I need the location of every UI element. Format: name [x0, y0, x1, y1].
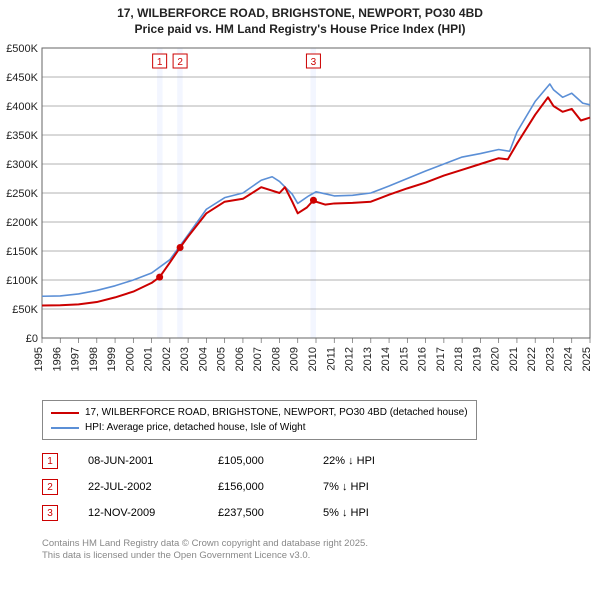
legend-item: 17, WILBERFORCE ROAD, BRIGHSTONE, NEWPOR… — [51, 405, 468, 420]
svg-text:2003: 2003 — [179, 347, 191, 371]
sales-table: 1 08-JUN-2001 £105,000 22% ↓ HPI 2 22-JU… — [42, 448, 423, 526]
svg-text:2014: 2014 — [380, 347, 392, 371]
sales-row: 3 12-NOV-2009 £237,500 5% ↓ HPI — [42, 500, 423, 526]
sale-date: 08-JUN-2001 — [88, 455, 218, 467]
svg-text:2: 2 — [177, 57, 183, 68]
svg-text:1995: 1995 — [33, 347, 45, 371]
sale-price: £105,000 — [218, 455, 323, 467]
svg-text:£450K: £450K — [6, 72, 38, 84]
svg-text:2015: 2015 — [398, 347, 410, 371]
svg-text:2023: 2023 — [544, 347, 556, 371]
svg-text:2020: 2020 — [490, 347, 502, 371]
svg-text:£0: £0 — [26, 333, 38, 345]
svg-text:£200K: £200K — [6, 217, 38, 229]
sale-date: 22-JUL-2002 — [88, 481, 218, 493]
sales-row: 2 22-JUL-2002 £156,000 7% ↓ HPI — [42, 474, 423, 500]
svg-text:2002: 2002 — [161, 347, 173, 371]
svg-text:2004: 2004 — [197, 347, 209, 371]
sale-delta: 22% ↓ HPI — [323, 455, 423, 467]
svg-text:2000: 2000 — [124, 347, 136, 371]
legend: 17, WILBERFORCE ROAD, BRIGHSTONE, NEWPOR… — [42, 400, 477, 440]
svg-text:2010: 2010 — [307, 347, 319, 371]
svg-text:2019: 2019 — [471, 347, 483, 371]
svg-text:2009: 2009 — [289, 347, 301, 371]
title-line2: Price paid vs. HM Land Registry's House … — [0, 22, 600, 38]
footnote-line2: This data is licensed under the Open Gov… — [42, 550, 368, 562]
legend-swatch — [51, 427, 79, 429]
svg-text:1999: 1999 — [106, 347, 118, 371]
title-line1: 17, WILBERFORCE ROAD, BRIGHSTONE, NEWPOR… — [0, 6, 600, 22]
svg-text:3: 3 — [311, 57, 317, 68]
svg-text:£100K: £100K — [6, 275, 38, 287]
sale-price: £156,000 — [218, 481, 323, 493]
sale-marker-2: 2 — [42, 479, 58, 495]
svg-text:2016: 2016 — [417, 347, 429, 371]
svg-text:2007: 2007 — [252, 347, 264, 371]
chart-title: 17, WILBERFORCE ROAD, BRIGHSTONE, NEWPOR… — [0, 0, 600, 37]
legend-label: HPI: Average price, detached house, Isle… — [85, 420, 306, 435]
svg-text:2005: 2005 — [216, 347, 228, 371]
svg-text:2013: 2013 — [362, 347, 374, 371]
sale-delta: 7% ↓ HPI — [323, 481, 423, 493]
svg-text:1998: 1998 — [88, 347, 100, 371]
sale-date: 12-NOV-2009 — [88, 507, 218, 519]
footnote-line1: Contains HM Land Registry data © Crown c… — [42, 538, 368, 550]
sale-price: £237,500 — [218, 507, 323, 519]
svg-text:£150K: £150K — [6, 246, 38, 258]
svg-text:2021: 2021 — [508, 347, 520, 371]
svg-text:2017: 2017 — [435, 347, 447, 371]
legend-swatch — [51, 412, 79, 414]
sale-marker-3: 3 — [42, 505, 58, 521]
svg-text:2022: 2022 — [526, 347, 538, 371]
svg-text:£50K: £50K — [12, 304, 38, 316]
sale-delta: 5% ↓ HPI — [323, 507, 423, 519]
svg-text:2024: 2024 — [563, 347, 575, 371]
svg-text:2012: 2012 — [344, 347, 356, 371]
chart-svg: £0 £50K £100K £150K £200K £250K £300K £350K £400… — [0, 44, 600, 394]
svg-text:1997: 1997 — [70, 347, 82, 371]
sale-marker-1: 1 — [42, 453, 58, 469]
svg-text:1: 1 — [157, 57, 163, 68]
svg-text:£250K: £250K — [6, 188, 38, 200]
legend-item: HPI: Average price, detached house, Isle… — [51, 420, 468, 435]
footnote: Contains HM Land Registry data © Crown c… — [42, 538, 368, 563]
svg-text:2006: 2006 — [234, 347, 246, 371]
svg-text:1996: 1996 — [51, 347, 63, 371]
legend-label: 17, WILBERFORCE ROAD, BRIGHSTONE, NEWPOR… — [85, 405, 468, 420]
svg-text:2008: 2008 — [270, 347, 282, 371]
svg-text:£500K: £500K — [6, 44, 38, 55]
svg-text:£300K: £300K — [6, 159, 38, 171]
sales-row: 1 08-JUN-2001 £105,000 22% ↓ HPI — [42, 448, 423, 474]
svg-text:2025: 2025 — [581, 347, 593, 371]
svg-text:2001: 2001 — [143, 347, 155, 371]
svg-text:2011: 2011 — [325, 347, 337, 371]
svg-text:£400K: £400K — [6, 101, 38, 113]
svg-text:£350K: £350K — [6, 130, 38, 142]
svg-text:2018: 2018 — [453, 347, 465, 371]
chart: £0 £50K £100K £150K £200K £250K £300K £350K £400… — [0, 44, 600, 394]
